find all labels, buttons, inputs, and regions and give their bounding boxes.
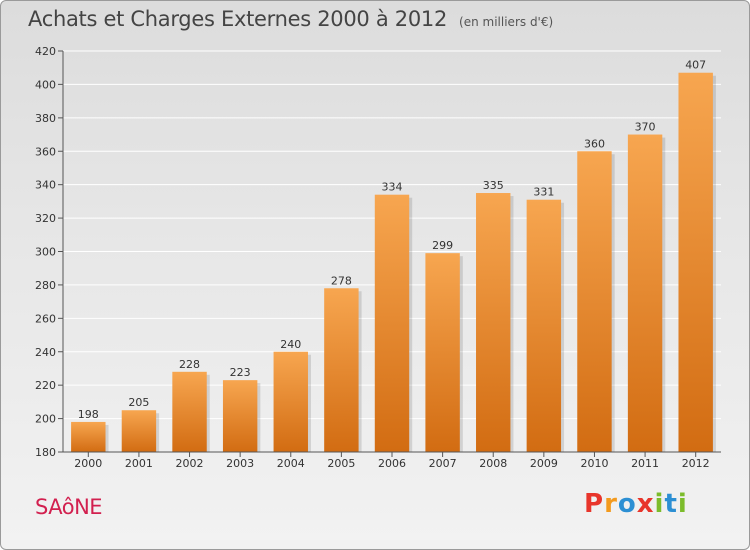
bars bbox=[71, 72, 716, 453]
bar-value-label: 228 bbox=[179, 358, 200, 371]
y-tick-label: 240 bbox=[35, 346, 56, 359]
labels: 180 200 220 240 260 280 300 320 340 360 380 400 420 1… bbox=[35, 45, 710, 470]
y-tick-label: 300 bbox=[35, 246, 56, 259]
bar-value-label: 370 bbox=[635, 121, 656, 134]
y-tick-label: 420 bbox=[35, 45, 56, 58]
bar bbox=[71, 421, 106, 452]
bar bbox=[577, 151, 612, 452]
y-tick-label: 400 bbox=[35, 78, 56, 91]
bar-value-label: 223 bbox=[230, 366, 251, 379]
x-tick-label: 2008 bbox=[479, 457, 507, 470]
x-tick-label: 2007 bbox=[429, 457, 457, 470]
bar bbox=[273, 351, 308, 452]
bar-value-label: 335 bbox=[483, 179, 504, 192]
logo-letter: r bbox=[604, 489, 618, 519]
bar-value-label: 198 bbox=[78, 408, 99, 421]
bar bbox=[678, 72, 713, 453]
bar bbox=[425, 253, 460, 452]
chart-subtitle: (en milliers d'€) bbox=[459, 15, 554, 29]
x-tick-label: 2005 bbox=[327, 457, 355, 470]
bar-value-label: 205 bbox=[128, 396, 149, 409]
y-tick-label: 340 bbox=[35, 179, 56, 192]
bar bbox=[172, 371, 207, 452]
bar-value-label: 334 bbox=[382, 181, 403, 194]
y-tick-label: 280 bbox=[35, 279, 56, 292]
bar-value-label: 360 bbox=[584, 137, 605, 150]
y-tick-label: 320 bbox=[35, 212, 56, 225]
bar bbox=[526, 199, 562, 452]
bar-value-label: 240 bbox=[280, 338, 301, 351]
bar-value-label: 331 bbox=[533, 186, 554, 199]
logo-letter: o bbox=[617, 489, 637, 519]
y-tick-label: 360 bbox=[35, 145, 56, 158]
logo-letter: x bbox=[636, 489, 655, 519]
x-tick-label: 2003 bbox=[226, 457, 254, 470]
chart-title-text: Achats et Charges Externes 2000 à 2012 bbox=[28, 7, 448, 31]
bar bbox=[627, 134, 663, 452]
logo-letter: P bbox=[584, 489, 605, 519]
logo-letter: i bbox=[654, 489, 665, 519]
x-tick-label: 2010 bbox=[580, 457, 608, 470]
logo-letter: t bbox=[664, 489, 678, 519]
bar-value-label: 407 bbox=[685, 59, 706, 72]
proxiti-logo[interactable]: Proxiti bbox=[584, 489, 688, 519]
bar-value-label: 278 bbox=[331, 274, 352, 287]
chart-title: Achats et Charges Externes 2000 à 2012 (e… bbox=[28, 7, 553, 31]
x-tick-label: 2011 bbox=[631, 457, 659, 470]
x-tick-label: 2012 bbox=[682, 457, 710, 470]
logo-letter: i bbox=[677, 489, 688, 519]
bar bbox=[324, 288, 359, 452]
x-tick-label: 2001 bbox=[125, 457, 153, 470]
x-tick-label: 2000 bbox=[74, 457, 102, 470]
x-tick-label: 2006 bbox=[378, 457, 406, 470]
bar bbox=[121, 410, 157, 452]
y-tick-label: 180 bbox=[35, 446, 56, 459]
x-tick-label: 2004 bbox=[277, 457, 305, 470]
y-tick-label: 220 bbox=[35, 379, 56, 392]
y-tick-label: 260 bbox=[35, 312, 56, 325]
bar bbox=[222, 380, 258, 452]
bar-value-label: 299 bbox=[432, 239, 453, 252]
y-tick-label: 200 bbox=[35, 413, 56, 426]
commune-name: SAôNE bbox=[35, 495, 103, 519]
bar bbox=[476, 193, 511, 453]
x-tick-label: 2002 bbox=[176, 457, 204, 470]
x-tick-label: 2009 bbox=[530, 457, 558, 470]
axes bbox=[58, 50, 721, 457]
y-tick-label: 380 bbox=[35, 112, 56, 125]
bar bbox=[374, 194, 410, 453]
